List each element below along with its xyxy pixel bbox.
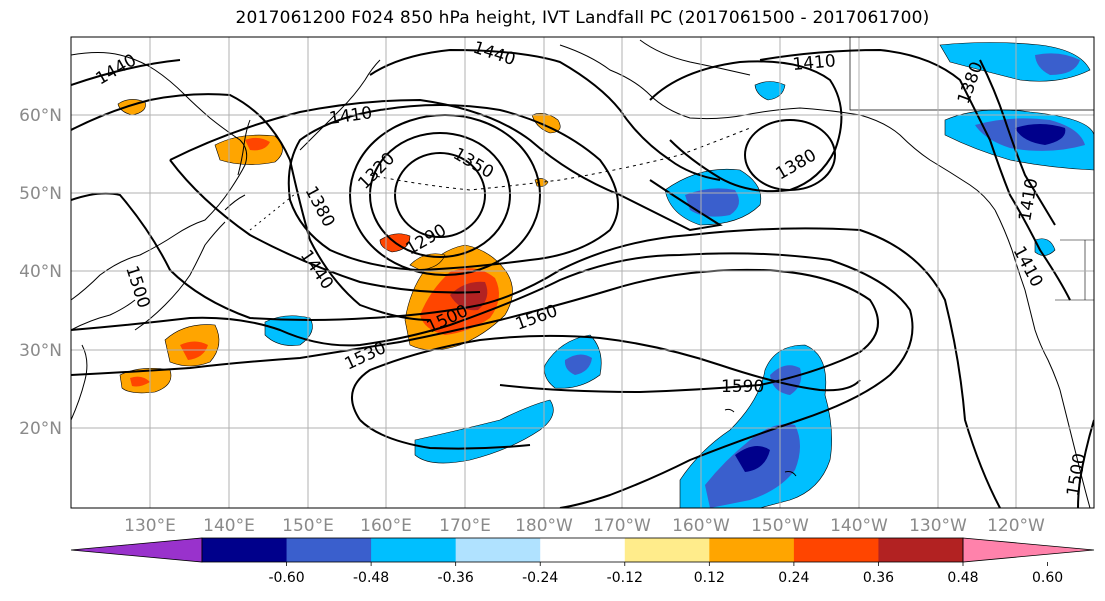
negative-anomaly-patch [1035, 53, 1080, 75]
contour-1380 [287, 104, 619, 272]
colorbar-tick-label: 0.60 [1032, 570, 1063, 586]
aleutian-islands [369, 127, 751, 191]
asia-coastline [71, 299, 136, 331]
contour-1500 [71, 192, 1001, 508]
map-plot-area: 1440 1440 1410 1410 1380 1380 1350 1320 … [71, 37, 1094, 508]
height-contours [71, 48, 1094, 508]
colorbar-segment [455, 538, 541, 562]
lon-label: 170°W [593, 516, 651, 536]
canada-border [849, 37, 1094, 111]
positive-anomaly-patch [180, 341, 208, 360]
asia-coastline [71, 344, 88, 421]
lat-label: 30°N [19, 341, 62, 361]
negative-anomaly-patch [1015, 124, 1066, 145]
lon-label: 120°W [987, 516, 1045, 536]
lon-label: 160°W [672, 516, 730, 536]
japan-coastline [134, 221, 226, 331]
alaska-coastline [559, 44, 996, 211]
colorbar-outline [201, 537, 964, 563]
colorbar-segment [540, 538, 626, 562]
alaska-coastline [639, 39, 751, 76]
contour-1320 [369, 132, 511, 258]
colorbar-tick-label: 0.24 [778, 570, 809, 586]
negative-anomaly-patch [735, 446, 770, 472]
contour-1500-east [1077, 419, 1094, 508]
lat-label: 60°N [19, 106, 62, 126]
contour-label: 1590 [721, 377, 764, 397]
negative-anomaly-patch [414, 399, 554, 464]
kamchatka-coastline [299, 59, 381, 151]
colorbar-tick-label: 0.36 [863, 570, 894, 586]
colorbar-segment [371, 538, 457, 562]
lat-label: 40°N [19, 262, 62, 282]
lon-label: 170°E [439, 516, 491, 536]
lon-label: 150°E [282, 516, 334, 536]
positive-anomaly-patch [450, 281, 488, 311]
colorbar: -0.60 -0.48 -0.36 -0.24 -0.12 0.12 0.24 0.36 0.4… [70, 537, 1095, 586]
colorbar-segment [793, 538, 879, 562]
colorbar-tick-label: -0.36 [438, 570, 474, 586]
colorbar-segment [624, 538, 710, 562]
colorbar-tick-label: 0.12 [694, 570, 725, 586]
positive-anomaly-patch [245, 137, 270, 151]
lat-label: 20°N [19, 419, 62, 439]
contour-1440 [71, 48, 721, 181]
colorbar-extend-low [70, 537, 203, 563]
colorbar-extend-high [962, 537, 1095, 563]
contour-1440-ak [979, 59, 1056, 226]
negative-anomaly-patch [564, 354, 592, 375]
map-frame [70, 36, 1095, 509]
coastlines [71, 37, 1094, 508]
lat-label: 50°N [19, 184, 62, 204]
negative-anomaly-patch [685, 188, 739, 217]
lon-label: 130°E [124, 516, 176, 536]
colorbar-tick-label: -0.60 [268, 570, 304, 586]
lon-label: 140°E [203, 516, 255, 536]
latitude-labels: 60°N 50°N 40°N 30°N 20°N [19, 106, 62, 439]
contour-1410-alaska [759, 48, 1071, 301]
map-title: 2017061200 F024 850 hPa height, IVT Land… [235, 8, 930, 28]
gridlines [71, 37, 1094, 508]
colorbar-segment [878, 538, 964, 562]
contour-1380-alaska [649, 60, 843, 193]
colorbar-segment [202, 538, 288, 562]
positive-anomaly-patch [130, 376, 150, 387]
contour-1590 [351, 334, 861, 421]
japan-coastline [224, 194, 246, 211]
colorbar-tick-label: -0.12 [607, 570, 643, 586]
state-borders [1055, 239, 1094, 301]
colorbar-tick-label: -0.48 [353, 570, 389, 586]
colorbar-tick-label: -0.24 [522, 570, 558, 586]
contour-1530 [71, 252, 914, 508]
longitude-labels: 130°E 140°E 150°E 160°E 170°E 180°W 170°… [124, 516, 1045, 536]
contour-1410 [169, 98, 723, 232]
contour-1290 [394, 152, 486, 238]
contour-1560 [71, 268, 879, 394]
contour-1590 [359, 419, 531, 450]
colorbar-segment [286, 538, 372, 562]
colorbar-tick-label: 0.48 [947, 570, 978, 586]
lon-label: 140°W [830, 516, 888, 536]
hawaii-islands [724, 408, 797, 477]
asia-coastline [71, 52, 248, 301]
lon-label: 130°W [909, 516, 967, 536]
negative-anomaly-patch [770, 365, 802, 395]
sakhalin-coastline [237, 119, 251, 176]
colorbar-segment [709, 538, 795, 562]
lon-label: 150°W [751, 516, 809, 536]
contour-1380-low [744, 119, 836, 191]
lon-label: 180°W [515, 516, 573, 536]
contour-label: 1410 [792, 51, 837, 75]
lon-label: 160°E [360, 516, 412, 536]
